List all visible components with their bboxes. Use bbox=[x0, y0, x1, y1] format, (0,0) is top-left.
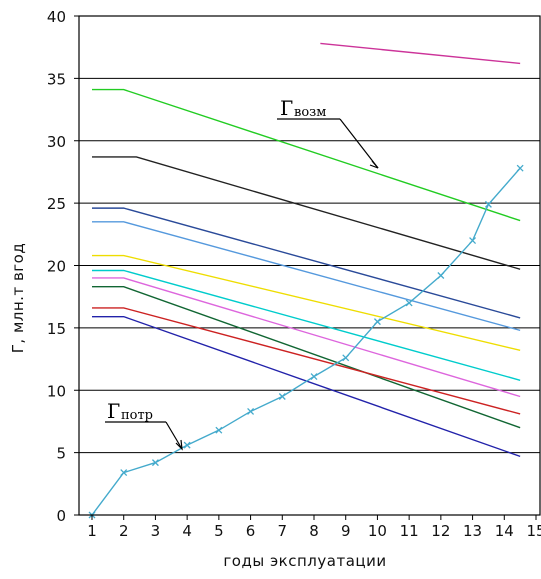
series-line-0 bbox=[320, 42, 521, 65]
annotation-potr-arrowhead bbox=[175, 439, 183, 451]
series-11-point-4 bbox=[215, 426, 223, 434]
annotation-vozm: Г возм bbox=[277, 96, 379, 169]
series-line-2 bbox=[92, 156, 521, 270]
x-tick-label-10: 11 bbox=[400, 522, 419, 540]
x-tick-label-6: 7 bbox=[278, 522, 288, 540]
x-tick-label-13: 14 bbox=[495, 522, 514, 540]
series-11-point-11 bbox=[437, 272, 445, 279]
annotation-potr-symbol: Г bbox=[107, 399, 120, 423]
series-line-5 bbox=[92, 254, 521, 352]
x-tick-label-4: 5 bbox=[214, 522, 224, 540]
grid-layer bbox=[79, 77, 540, 454]
series-layer bbox=[88, 42, 524, 519]
series-line-8 bbox=[92, 286, 521, 429]
y-tick-label-2: 10 bbox=[47, 382, 66, 400]
y-tick-label-6: 30 bbox=[47, 133, 66, 151]
x-tick-label-12: 13 bbox=[463, 522, 482, 540]
series-11-point-1 bbox=[120, 469, 128, 477]
annotation-vozm-subscript: возм bbox=[294, 105, 326, 120]
x-tick-label-9: 10 bbox=[368, 522, 387, 540]
x-tick-label-3: 4 bbox=[182, 522, 192, 540]
x-tick-label-2: 3 bbox=[151, 522, 161, 540]
y-tick-label-1: 5 bbox=[56, 445, 66, 463]
series-line-9 bbox=[92, 307, 521, 415]
annotation-vozm-leader bbox=[339, 118, 379, 169]
y-tick-label-0: 0 bbox=[56, 507, 66, 525]
series-11-point-10 bbox=[405, 299, 413, 307]
series-line-6 bbox=[92, 269, 521, 381]
x-tick-label-11: 12 bbox=[431, 522, 450, 540]
series-11-point-7 bbox=[310, 373, 318, 380]
annotation-potr-subscript: потр bbox=[121, 408, 153, 423]
series-line-3 bbox=[92, 207, 521, 319]
x-tick-label-1: 2 bbox=[119, 522, 129, 540]
y-tick-label-3: 15 bbox=[47, 320, 66, 338]
x-tick-label-7: 8 bbox=[309, 522, 319, 540]
series-line-1 bbox=[92, 88, 521, 222]
series-11-point-5 bbox=[247, 407, 255, 415]
x-axis-title: годы эксплуатации bbox=[223, 552, 386, 570]
series-11-point-3 bbox=[183, 441, 191, 449]
series-line-4 bbox=[92, 221, 521, 332]
annotation-potr-leader bbox=[165, 421, 183, 450]
series-11-point-12 bbox=[469, 237, 477, 245]
series-line-10 bbox=[92, 315, 521, 458]
x-tick-label-8: 9 bbox=[341, 522, 351, 540]
series-11-point-8 bbox=[342, 354, 350, 362]
series-11-point-9 bbox=[373, 318, 381, 326]
annotation-potr: Г потр bbox=[105, 399, 183, 451]
annotation-vozm-symbol: Г bbox=[280, 96, 293, 120]
x-tick-label-0: 1 bbox=[87, 522, 97, 540]
y-tick-label-4: 20 bbox=[47, 258, 66, 276]
x-tick-label-14: 15 bbox=[526, 522, 541, 540]
x-tick-label-5: 6 bbox=[246, 522, 256, 540]
series-11-point-13 bbox=[484, 200, 492, 208]
series-11-point-2 bbox=[151, 459, 159, 467]
y-tick-label-7: 35 bbox=[47, 70, 66, 88]
series-11-point-14 bbox=[516, 164, 524, 172]
y-tick-label-5: 25 bbox=[47, 195, 66, 213]
y-tick-label-8: 40 bbox=[47, 8, 66, 26]
annotation-vozm-arrowhead bbox=[369, 160, 379, 169]
y-axis-title: Г, млн.т вгод bbox=[9, 243, 27, 353]
series-11-point-6 bbox=[278, 393, 286, 400]
series-line-7 bbox=[92, 277, 521, 398]
